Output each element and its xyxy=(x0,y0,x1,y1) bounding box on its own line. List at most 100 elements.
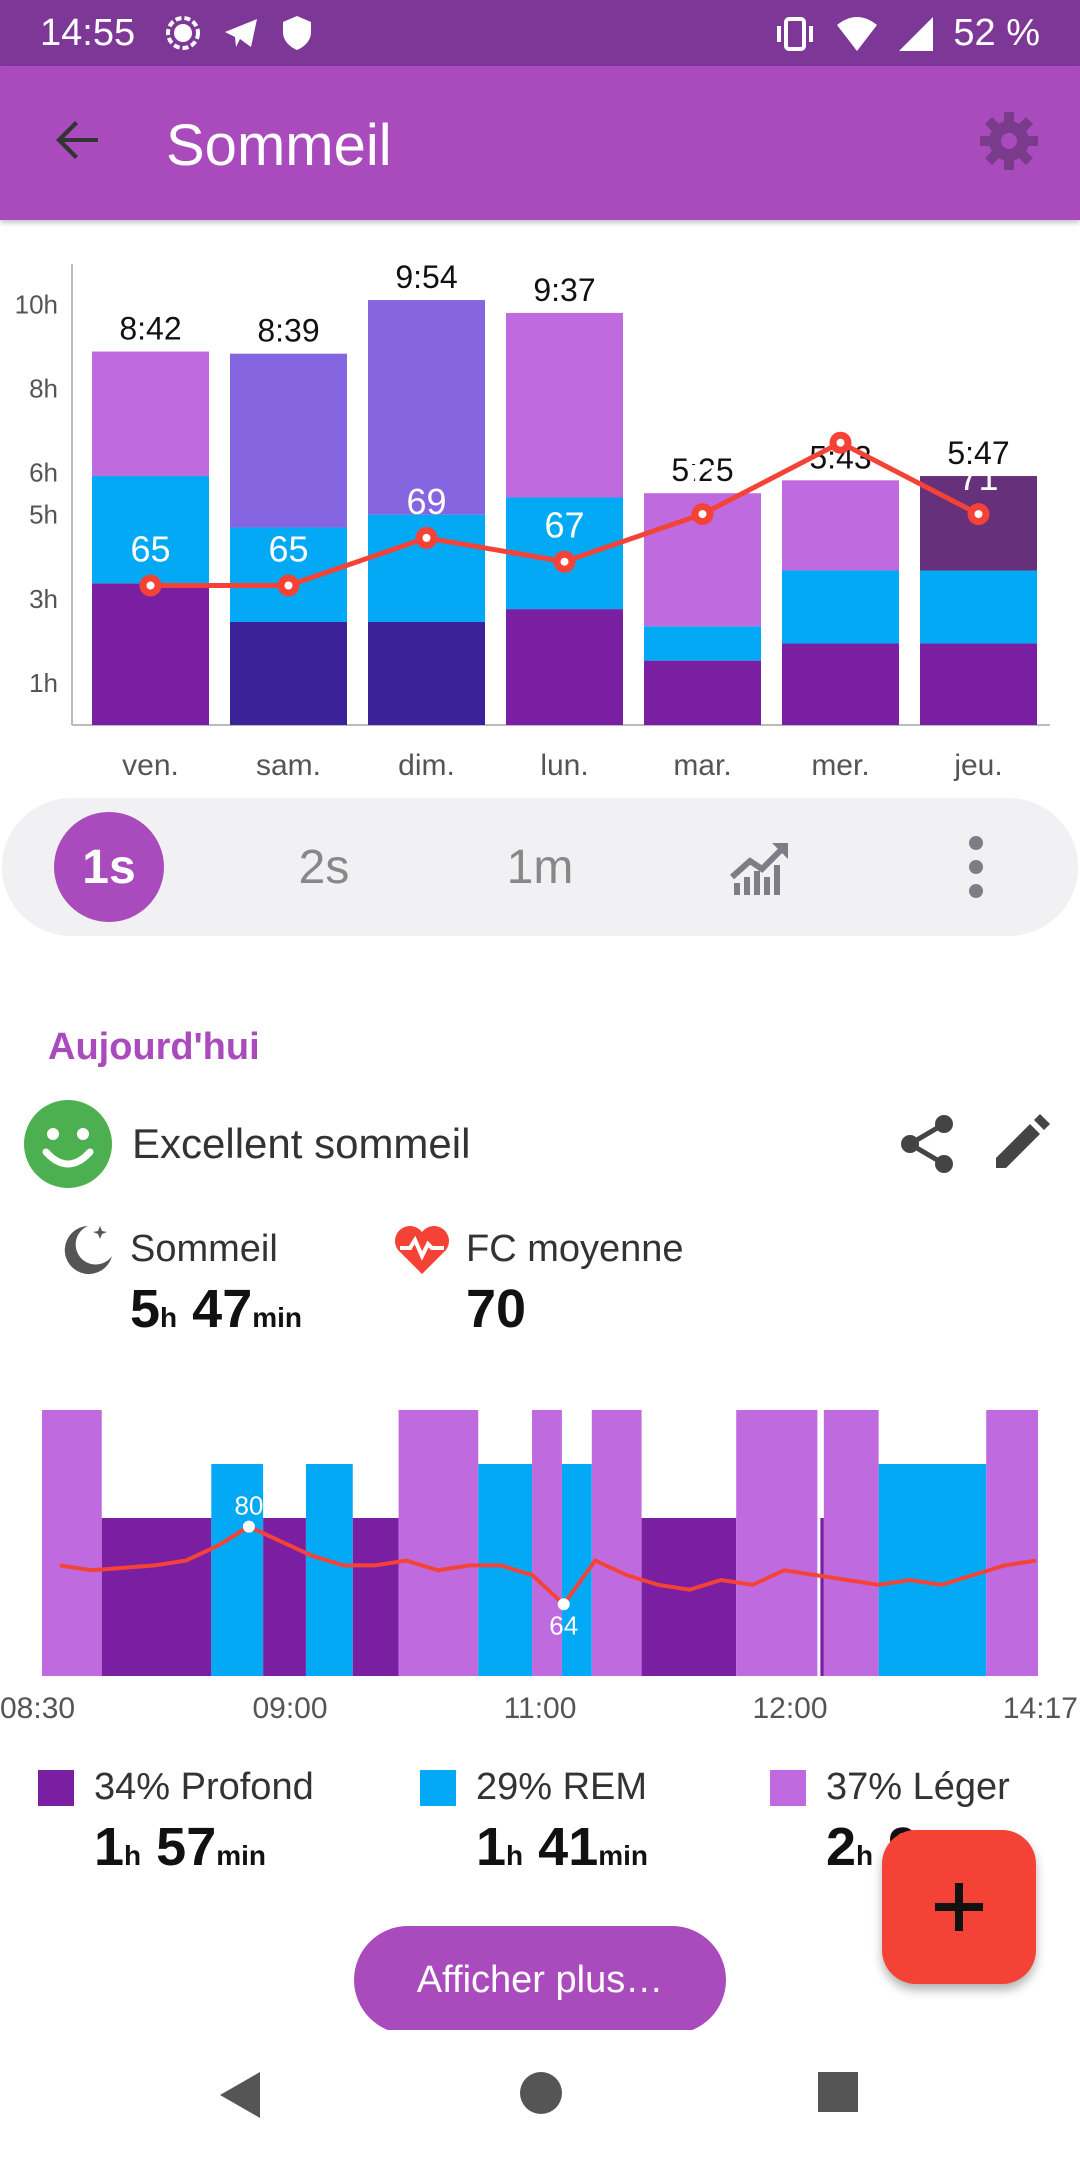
bar-duration-label: 9:37 xyxy=(533,272,595,308)
status-left-icons xyxy=(164,14,314,52)
phase-block-rem xyxy=(478,1464,533,1676)
heart-rate-icon xyxy=(394,1225,449,1274)
y-tick-label: 6h xyxy=(29,458,58,488)
legend-rem-duration: 1h 41min xyxy=(476,1816,648,1878)
phase-block-light xyxy=(986,1410,1038,1676)
phase-block-rem xyxy=(211,1464,264,1676)
share-button[interactable] xyxy=(896,1112,960,1181)
arrow-back-icon xyxy=(56,121,98,159)
battery-level: 52 % xyxy=(953,12,1040,54)
heart-rate-label: 65 xyxy=(268,529,308,570)
smiley-icon xyxy=(24,1100,112,1188)
pencil-icon xyxy=(996,1114,1050,1168)
heart-rate-label: 71 xyxy=(958,457,998,498)
heart-rate-marker-label: 80 xyxy=(234,1491,263,1521)
gear-icon xyxy=(980,112,1038,170)
bar-duration-label: 8:39 xyxy=(257,313,319,349)
nav-back-icon[interactable] xyxy=(216,2070,262,2120)
phase-block-deep xyxy=(641,1518,737,1676)
legend-swatch-rem xyxy=(420,1770,456,1806)
bar-segment-rem xyxy=(782,570,899,644)
heart-rate-marker xyxy=(557,1598,570,1611)
signal-app-icon xyxy=(166,16,200,50)
legend-light-hours: 2 xyxy=(826,1817,857,1877)
vibrate-icon xyxy=(777,16,814,51)
telegram-icon xyxy=(225,19,257,47)
legend-rem-minutes: 41 xyxy=(538,1817,599,1877)
x-tick-label: 11:00 xyxy=(504,1692,577,1725)
back-button[interactable] xyxy=(48,110,108,175)
phase-block-light xyxy=(532,1410,562,1676)
sleep-minutes: 47 xyxy=(192,1279,253,1339)
phase-block-light xyxy=(42,1410,102,1676)
bar-duration-label: 8:42 xyxy=(119,311,181,347)
x-tick-label: 14:17 xyxy=(1003,1692,1078,1725)
unit-hours: h xyxy=(506,1840,524,1871)
x-tick-label: mar. xyxy=(673,749,731,782)
sleep-duration-value: 5h 47min xyxy=(130,1278,302,1340)
heart-rate-label: 65 xyxy=(130,529,170,570)
period-option-2s[interactable]: 2s xyxy=(298,840,350,894)
legend-light-label: 37% Léger xyxy=(826,1766,1010,1808)
bar-segment-light xyxy=(92,351,209,477)
heart-rate-label: 77 xyxy=(820,386,860,427)
page-title: Sommeil xyxy=(166,113,392,178)
legend-deep-duration: 1h 57min xyxy=(94,1816,266,1878)
bar-segment-rem xyxy=(920,570,1037,644)
phase-block-rem xyxy=(878,1464,987,1676)
bar-segment-deep xyxy=(782,643,899,725)
add-sleep-button[interactable] xyxy=(882,1830,1036,1984)
unit-minutes: min xyxy=(216,1840,267,1871)
avg-heart-rate-label: FC moyenne xyxy=(466,1228,684,1270)
phase-block-light xyxy=(591,1410,642,1676)
settings-button[interactable] xyxy=(976,108,1042,179)
phase-block-light xyxy=(398,1410,479,1676)
bar-segment-rem xyxy=(92,476,209,584)
bar-segment-light xyxy=(506,312,623,498)
legend-swatch-light xyxy=(770,1770,806,1806)
edit-button[interactable] xyxy=(990,1112,1052,1179)
unit-minutes: min xyxy=(598,1840,649,1871)
unit-minutes: min xyxy=(252,1302,303,1333)
status-bar: 14:55 52 % xyxy=(0,0,1080,66)
phase-block-light xyxy=(736,1410,819,1676)
more-vert-icon xyxy=(969,836,983,898)
more-options-button[interactable] xyxy=(946,798,1006,936)
legend-deep-minutes: 57 xyxy=(156,1817,217,1877)
legend-rem-hours: 1 xyxy=(476,1817,507,1877)
heart-rate-point-center xyxy=(974,510,983,519)
period-selector: 1s 2s 1m xyxy=(2,798,1078,936)
phase-block-rem xyxy=(305,1464,353,1676)
period-option-1m[interactable]: 1m xyxy=(506,840,574,894)
system-nav-bar xyxy=(0,2030,1080,2160)
status-right-icons: 52 % xyxy=(773,12,1040,55)
y-tick-label: 1h xyxy=(29,668,58,698)
bar-segment-deep xyxy=(368,621,485,725)
trend-button[interactable] xyxy=(720,798,800,936)
bar-segment-rem xyxy=(644,626,761,661)
bar-duration-label: 5:25 xyxy=(671,452,733,488)
share-icon xyxy=(901,1115,953,1173)
weekly-sleep-chart: 1h 3h 5h 6h 8h 10h 8:42 ven. 8:39 sam. 9:54 dim. 9:3… xyxy=(15,259,1050,782)
bar-segment-deep xyxy=(230,621,347,725)
daily-sleep-hypnogram: 80 64 08:30 09:00 11:00 12:00 14:17 xyxy=(0,1410,1078,1725)
bar-duration-label: 9:54 xyxy=(395,259,457,295)
period-option-1s[interactable]: 1s xyxy=(54,798,164,936)
heart-rate-label: 71 xyxy=(682,457,722,498)
heart-rate-point-center xyxy=(284,581,293,590)
x-tick-label: jeu. xyxy=(953,749,1002,782)
trending-chart-icon xyxy=(730,843,788,895)
cell-signal-icon xyxy=(899,16,934,51)
x-tick-label: sam. xyxy=(256,749,321,782)
y-tick-label: 8h xyxy=(29,373,58,403)
x-tick-label: 08:30 xyxy=(0,1692,75,1725)
show-more-button[interactable]: Afficher plus… xyxy=(354,1926,726,2034)
x-tick-label: 09:00 xyxy=(252,1692,327,1725)
moon-icon xyxy=(64,1226,112,1274)
x-tick-label: 12:00 xyxy=(752,1692,827,1725)
nav-recents-icon[interactable] xyxy=(816,2070,860,2114)
bar-segment-light xyxy=(230,353,347,528)
nav-home-icon[interactable] xyxy=(518,2070,564,2116)
bar-duration-label: 5:47 xyxy=(947,435,1009,471)
y-tick-label: 5h xyxy=(29,500,58,530)
